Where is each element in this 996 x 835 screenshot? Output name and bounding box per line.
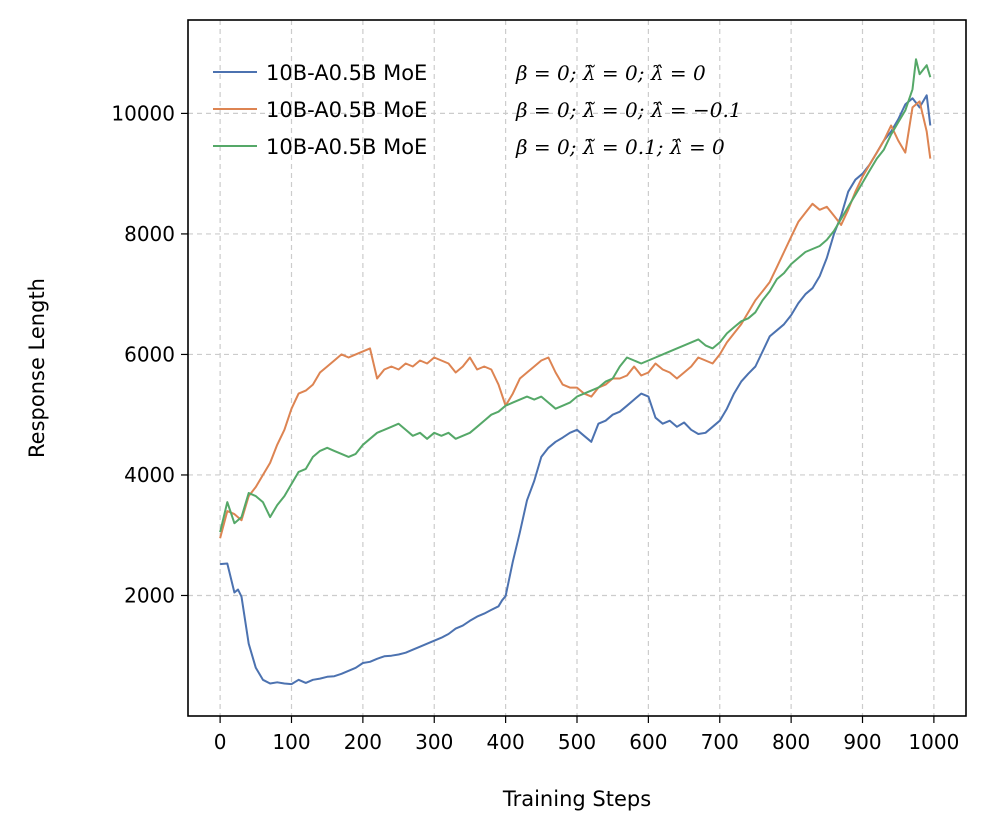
x-tick-label: 800 <box>772 730 810 754</box>
x-tick-label: 900 <box>843 730 881 754</box>
x-tick-label: 300 <box>415 730 453 754</box>
legend-params-2: β = 0; λ̃ = 0; λ̂ = −0.1 <box>515 98 742 122</box>
legend: 10B-A0.5B MoE β = 0; λ̃ = 0; λ̂ = 0 10B-A0… <box>213 61 742 159</box>
series-line-3 <box>219 58 932 533</box>
series-line-2 <box>219 100 932 539</box>
series-line-1 <box>220 94 932 686</box>
y-tick-label: 2000 <box>124 583 175 607</box>
x-tick-label: 400 <box>487 730 525 754</box>
x-tick-label: 200 <box>344 730 382 754</box>
legend-params-3: β = 0; λ̃ = 0.1; λ̂ = 0 <box>515 135 725 159</box>
plot-frame <box>187 19 967 717</box>
x-tick-label: 600 <box>629 730 667 754</box>
y-tick-label: 8000 <box>124 222 175 246</box>
x-axis-label: Training Steps <box>502 787 651 811</box>
grid-layer <box>188 20 966 716</box>
legend-label-2: 10B-A0.5B MoE <box>266 98 427 122</box>
x-tick-label: 1000 <box>908 730 959 754</box>
x-tick-label: 700 <box>701 730 739 754</box>
tick-layer: 0 100 200 300 400 500 600 700 800 900 1000 2000 4000… <box>111 101 959 754</box>
series-layer <box>219 58 932 686</box>
legend-label-1: 10B-A0.5B MoE <box>266 61 427 85</box>
y-tick-label: 4000 <box>124 463 175 487</box>
x-tick-label: 0 <box>214 730 227 754</box>
y-tick-label: 10000 <box>111 101 175 125</box>
legend-params-1: β = 0; λ̃ = 0; λ̂ = 0 <box>515 61 706 85</box>
x-tick-label: 500 <box>558 730 596 754</box>
y-tick-label: 6000 <box>124 342 175 366</box>
x-tick-label: 100 <box>272 730 310 754</box>
y-axis-label: Response Length <box>25 278 49 458</box>
legend-label-3: 10B-A0.5B MoE <box>266 135 427 159</box>
